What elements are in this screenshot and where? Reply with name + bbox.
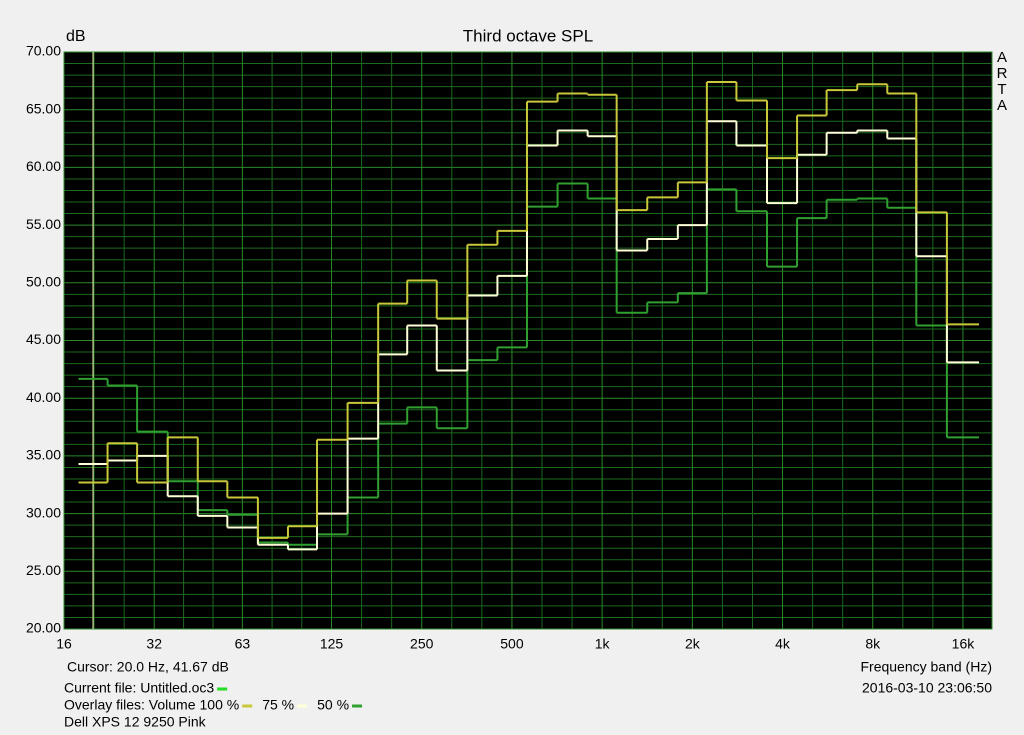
y-tick-label: 55.00 — [26, 216, 61, 232]
x-tick-label: 32 — [146, 636, 162, 652]
x-axis-label: Frequency band (Hz) — [860, 659, 992, 675]
y-tick-label: 40.00 — [26, 389, 61, 405]
y-tick-label: 65.00 — [26, 100, 61, 116]
x-tick-label: 250 — [410, 636, 434, 652]
chart-title: Third octave SPL — [463, 26, 593, 45]
y-tick-label: 70.00 — [26, 43, 61, 59]
x-tick-label: 16k — [952, 636, 976, 652]
x-tick-label: 16 — [56, 636, 72, 652]
x-tick-label: 8k — [865, 636, 881, 652]
x-tick-label: 1k — [595, 636, 611, 652]
y-axis-label: dB — [66, 28, 86, 45]
x-tick-label: 63 — [235, 636, 251, 652]
timestamp: 2016-03-10 23:06:50 — [862, 680, 992, 696]
y-tick-label: 60.00 — [26, 158, 61, 174]
x-tick-label: 4k — [775, 636, 791, 652]
y-tick-label: 20.00 — [26, 620, 61, 636]
y-tick-label: 45.00 — [26, 331, 61, 347]
legend-label: 75 % — [262, 697, 294, 713]
y-tick-label: 30.00 — [26, 504, 61, 520]
x-tick-label: 2k — [685, 636, 701, 652]
y-tick-label: 50.00 — [26, 274, 61, 290]
legend-prefix: Overlay files: Volume — [64, 697, 196, 713]
y-tick-label: 35.00 — [26, 447, 61, 463]
watermark: ARTA — [996, 49, 1008, 114]
current-file: Current file: Untitled.oc3 — [64, 680, 214, 696]
legend-label: 100 % — [200, 697, 240, 713]
footer: Dell XPS 12 9250 Pink — [64, 714, 207, 730]
y-tick-label: 25.00 — [26, 562, 61, 578]
x-tick-label: 500 — [500, 636, 524, 652]
legend-label: 50 % — [317, 697, 349, 713]
x-tick-label: 125 — [320, 636, 344, 652]
cursor-label: Cursor: 20.0 Hz, 41.67 dB — [67, 659, 229, 675]
